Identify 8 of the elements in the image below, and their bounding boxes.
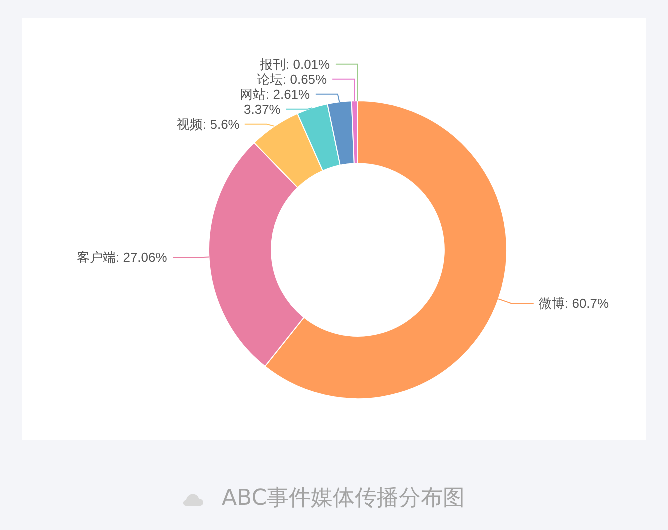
slice-label: 视频: 5.6% [177, 117, 240, 132]
slice-label: 微博: 60.7% [539, 296, 610, 311]
text: ABC事件媒体传播分布图 [222, 485, 466, 513]
slice-label: 报刊: 0.01% [259, 57, 331, 72]
slice-label: 论坛: 0.65% [257, 72, 328, 87]
slice-label: 网站: 2.61% [240, 87, 311, 102]
slice-label: 客户端: 27.06% [77, 250, 168, 265]
data-label: 3.37% [244, 102, 282, 117]
